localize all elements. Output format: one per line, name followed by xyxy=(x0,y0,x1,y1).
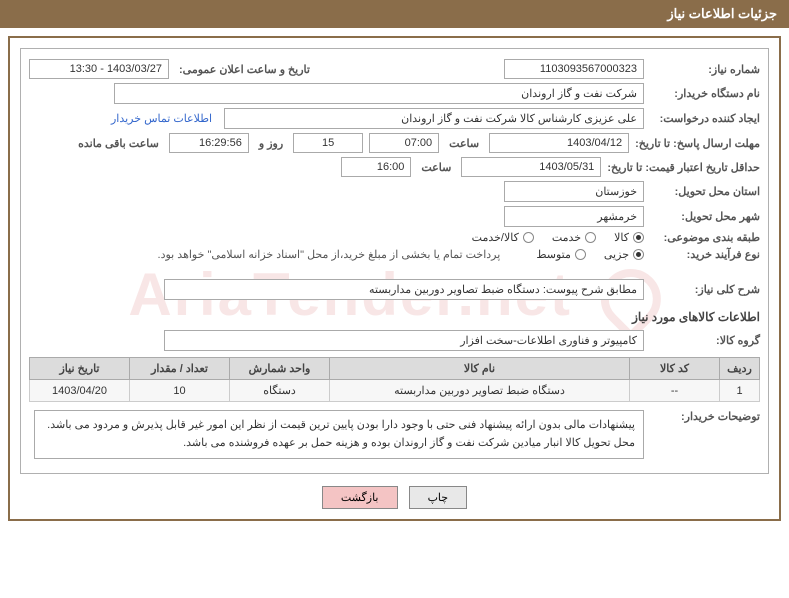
label-price-validity: حداقل تاریخ اعتبار قیمت: تا تاریخ: xyxy=(607,161,760,174)
field-price-validity-date: 1403/05/31 xyxy=(461,157,601,177)
field-announce-datetime: 1403/03/27 - 13:30 xyxy=(29,59,169,79)
button-row: چاپ بازگشت xyxy=(20,486,769,509)
label-hour-2: ساعت xyxy=(417,161,455,174)
radio-medium[interactable]: متوسط xyxy=(536,248,586,261)
row-buyer-org: نام دستگاه خریدار: شرکت نفت و گاز اروندا… xyxy=(29,83,760,104)
label-province: استان محل تحویل: xyxy=(650,185,760,198)
back-button[interactable]: بازگشت xyxy=(322,486,398,509)
th-row: ردیف xyxy=(720,358,760,380)
radio-dot-icon xyxy=(575,249,586,260)
radio-partial[interactable]: جزیی xyxy=(604,248,644,261)
label-remaining: ساعت باقی مانده xyxy=(74,137,163,150)
field-response-date: 1403/04/12 xyxy=(489,133,629,153)
field-requirement-no: 1103093567000323 xyxy=(504,59,644,79)
table-row: 1 -- دستگاه ضبط تصاویر دوربین مداربسته د… xyxy=(30,380,760,402)
radio-goods-service[interactable]: کالا/خدمت xyxy=(472,231,534,244)
cell-name: دستگاه ضبط تصاویر دوربین مداربسته xyxy=(330,380,630,402)
row-purchase-type: نوع فرآیند خرید: جزیی متوسط پرداخت تمام … xyxy=(29,248,760,261)
field-requester: علی عزیزی کارشناس کالا شرکت نفت و گاز ار… xyxy=(224,108,644,129)
th-date: تاریخ نیاز xyxy=(30,358,130,380)
label-requester: ایجاد کننده درخواست: xyxy=(650,112,760,125)
th-qty: تعداد / مقدار xyxy=(130,358,230,380)
th-name: نام کالا xyxy=(330,358,630,380)
th-unit: واحد شمارش xyxy=(230,358,330,380)
radio-dot-icon xyxy=(585,232,596,243)
section-items-info: اطلاعات کالاهای مورد نیاز xyxy=(29,310,760,324)
field-buyer-org: شرکت نفت و گاز اروندان xyxy=(114,83,644,104)
row-city: شهر محل تحویل: خرمشهر xyxy=(29,206,760,227)
label-buyer-notes: توضیحات خریدار: xyxy=(650,410,760,423)
radio-goods[interactable]: کالا xyxy=(614,231,644,244)
cell-date: 1403/04/20 xyxy=(30,380,130,402)
radio-dot-icon xyxy=(633,232,644,243)
row-requester: ایجاد کننده درخواست: علی عزیزی کارشناس ک… xyxy=(29,108,760,129)
label-purchase-type: نوع فرآیند خرید: xyxy=(650,248,760,261)
page-title: جزئیات اطلاعات نیاز xyxy=(667,6,777,21)
field-city: خرمشهر xyxy=(504,206,644,227)
label-response-deadline: مهلت ارسال پاسخ: تا تاریخ: xyxy=(635,137,760,150)
cell-qty: 10 xyxy=(130,380,230,402)
cell-code: -- xyxy=(630,380,720,402)
row-requirement-no: شماره نیاز: 1103093567000323 تاریخ و ساع… xyxy=(29,59,760,79)
field-remaining-time: 16:29:56 xyxy=(169,133,249,153)
row-buyer-notes: توضیحات خریدار: پیشنهادات مالی بدون ارائ… xyxy=(29,410,760,459)
radio-group-purchase: جزیی متوسط xyxy=(536,248,644,261)
row-item-group: گروه کالا: کامپیوتر و فناوری اطلاعات-سخت… xyxy=(29,330,760,351)
field-price-validity-time: 16:00 xyxy=(341,157,411,177)
label-buyer-org: نام دستگاه خریدار: xyxy=(650,87,760,100)
print-button[interactable]: چاپ xyxy=(409,486,468,509)
radio-dot-icon xyxy=(523,232,534,243)
row-response-deadline: مهلت ارسال پاسخ: تا تاریخ: 1403/04/12 سا… xyxy=(29,133,760,153)
link-buyer-contact[interactable]: اطلاعات تماس خریدار xyxy=(111,112,218,125)
label-days-and: روز و xyxy=(255,137,287,150)
label-item-group: گروه کالا: xyxy=(650,334,760,347)
field-response-time: 07:00 xyxy=(369,133,439,153)
items-table: ردیف کد کالا نام کالا واحد شمارش تعداد /… xyxy=(29,357,760,402)
label-category: طبقه بندی موضوعی: xyxy=(650,231,760,244)
th-code: کد کالا xyxy=(630,358,720,380)
radio-dot-icon xyxy=(633,249,644,260)
outer-frame: شماره نیاز: 1103093567000323 تاریخ و ساع… xyxy=(8,36,781,521)
buyer-notes-line1: پیشنهادات مالی بدون ارائه پیشنهاد فنی حت… xyxy=(43,417,635,435)
field-province: خوزستان xyxy=(504,181,644,202)
radio-service[interactable]: خدمت xyxy=(552,231,596,244)
row-category: طبقه بندی موضوعی: کالا خدمت کالا/خدمت xyxy=(29,231,760,244)
page-title-bar: جزئیات اطلاعات نیاز xyxy=(0,0,789,28)
form-panel: شماره نیاز: 1103093567000323 تاریخ و ساع… xyxy=(20,48,769,474)
cell-idx: 1 xyxy=(720,380,760,402)
buyer-notes-line2: محل تحویل کالا انبار میادین شرکت نفت و گ… xyxy=(43,435,635,453)
field-remaining-days: 15 xyxy=(293,133,363,153)
label-city: شهر محل تحویل: xyxy=(650,210,760,223)
label-overall-desc: شرح کلی نیاز: xyxy=(650,283,760,296)
field-item-group: کامپیوتر و فناوری اطلاعات-سخت افزار xyxy=(164,330,644,351)
field-overall-desc: مطابق شرح پیوست: دستگاه ضبط تصاویر دوربی… xyxy=(164,279,644,300)
row-price-validity: حداقل تاریخ اعتبار قیمت: تا تاریخ: 1403/… xyxy=(29,157,760,177)
row-province: استان محل تحویل: خوزستان xyxy=(29,181,760,202)
label-hour-1: ساعت xyxy=(445,137,483,150)
buyer-notes-box: پیشنهادات مالی بدون ارائه پیشنهاد فنی حت… xyxy=(34,410,644,459)
cell-unit: دستگاه xyxy=(230,380,330,402)
label-requirement-no: شماره نیاز: xyxy=(650,63,760,76)
row-overall-desc: شرح کلی نیاز: مطابق شرح پیوست: دستگاه ضب… xyxy=(29,279,760,300)
radio-group-category: کالا خدمت کالا/خدمت xyxy=(472,231,644,244)
label-announce-datetime: تاریخ و ساعت اعلان عمومی: xyxy=(175,63,314,76)
treasury-note: پرداخت تمام یا بخشی از مبلغ خرید،از محل … xyxy=(158,248,531,261)
